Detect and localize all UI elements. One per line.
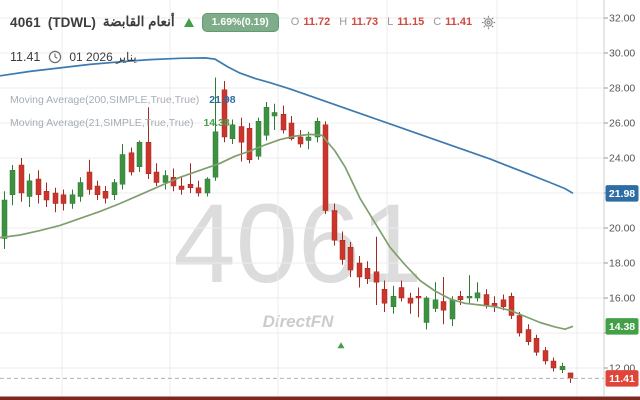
close-label: C bbox=[433, 16, 442, 29]
axis-tick-label: 16.00 bbox=[609, 293, 635, 305]
legend-ma21-label: Moving Average(21,SIMPLE,True,True) bbox=[10, 117, 194, 129]
svg-text:11.41: 11.41 bbox=[609, 373, 635, 385]
settings-gear-icon[interactable] bbox=[481, 15, 496, 30]
symbol-exchange: (TDWL) bbox=[47, 14, 96, 30]
axis-tick-label: 24.00 bbox=[609, 153, 635, 165]
ma200-line bbox=[0, 57, 574, 195]
axis-tick-label: 30.00 bbox=[609, 48, 635, 60]
event-marker bbox=[337, 342, 345, 349]
open-label: O bbox=[290, 16, 300, 29]
axis-price-badge: 11.41 bbox=[605, 370, 639, 387]
axis-tick-label: 32.00 bbox=[609, 13, 635, 25]
low-value: 11.15 bbox=[397, 16, 425, 29]
axis-tick-label: 20.00 bbox=[609, 223, 635, 235]
svg-text:21.98: 21.98 bbox=[609, 188, 635, 200]
ma21-line bbox=[0, 133, 574, 331]
last-price: 11.41 bbox=[10, 50, 41, 64]
up-triangle-icon bbox=[183, 17, 194, 27]
watermark-symbol: 4061 bbox=[173, 181, 422, 306]
legend-ma21: Moving Average(21,SIMPLE,True,True) 14.3… bbox=[10, 117, 230, 129]
symbol-name-arabic: أنعام القابضة bbox=[102, 14, 175, 30]
legend-ma21-value: 14.38 bbox=[203, 117, 230, 129]
axis-price-badge: 14.38 bbox=[605, 318, 639, 335]
ohlc-readout: O 11.72 H 11.73 L 11.15 C 11.41 bbox=[291, 16, 472, 28]
axis-price-badge: 21.98 bbox=[605, 185, 639, 202]
bar-date: 01 2026 يناير bbox=[69, 50, 137, 64]
symbol-header: 4061 (TDWL) أنعام القابضة 1.69%(0.19) O … bbox=[10, 13, 496, 32]
low-label: L bbox=[387, 16, 394, 29]
high-value: 11.73 bbox=[351, 16, 379, 29]
axis-tick-label: 28.00 bbox=[609, 83, 635, 95]
high-label: H bbox=[339, 16, 348, 29]
watermark: 4061 DirectFN bbox=[173, 181, 422, 331]
legend-ma200: Moving Average(200,SIMPLE,True,True) 21.… bbox=[10, 94, 236, 106]
bottom-panel-divider bbox=[0, 396, 640, 400]
watermark-brand: DirectFN bbox=[263, 312, 335, 331]
open-value: 11.72 bbox=[303, 16, 331, 29]
legend-ma200-value: 21.98 bbox=[209, 94, 236, 106]
legend-ma200-label: Moving Average(200,SIMPLE,True,True) bbox=[10, 94, 200, 106]
change-badge: 1.69%(0.19) bbox=[201, 13, 279, 32]
clock-icon bbox=[48, 50, 62, 64]
axis-tick-label: 18.00 bbox=[609, 258, 635, 270]
svg-text:14.38: 14.38 bbox=[609, 321, 635, 333]
close-value: 11.41 bbox=[445, 16, 473, 29]
candles bbox=[1, 77, 574, 383]
price-date-row: 11.41 01 2026 يناير bbox=[10, 50, 137, 64]
axis-tick-label: 26.00 bbox=[609, 118, 635, 130]
symbol-code: 4061 bbox=[10, 14, 41, 30]
